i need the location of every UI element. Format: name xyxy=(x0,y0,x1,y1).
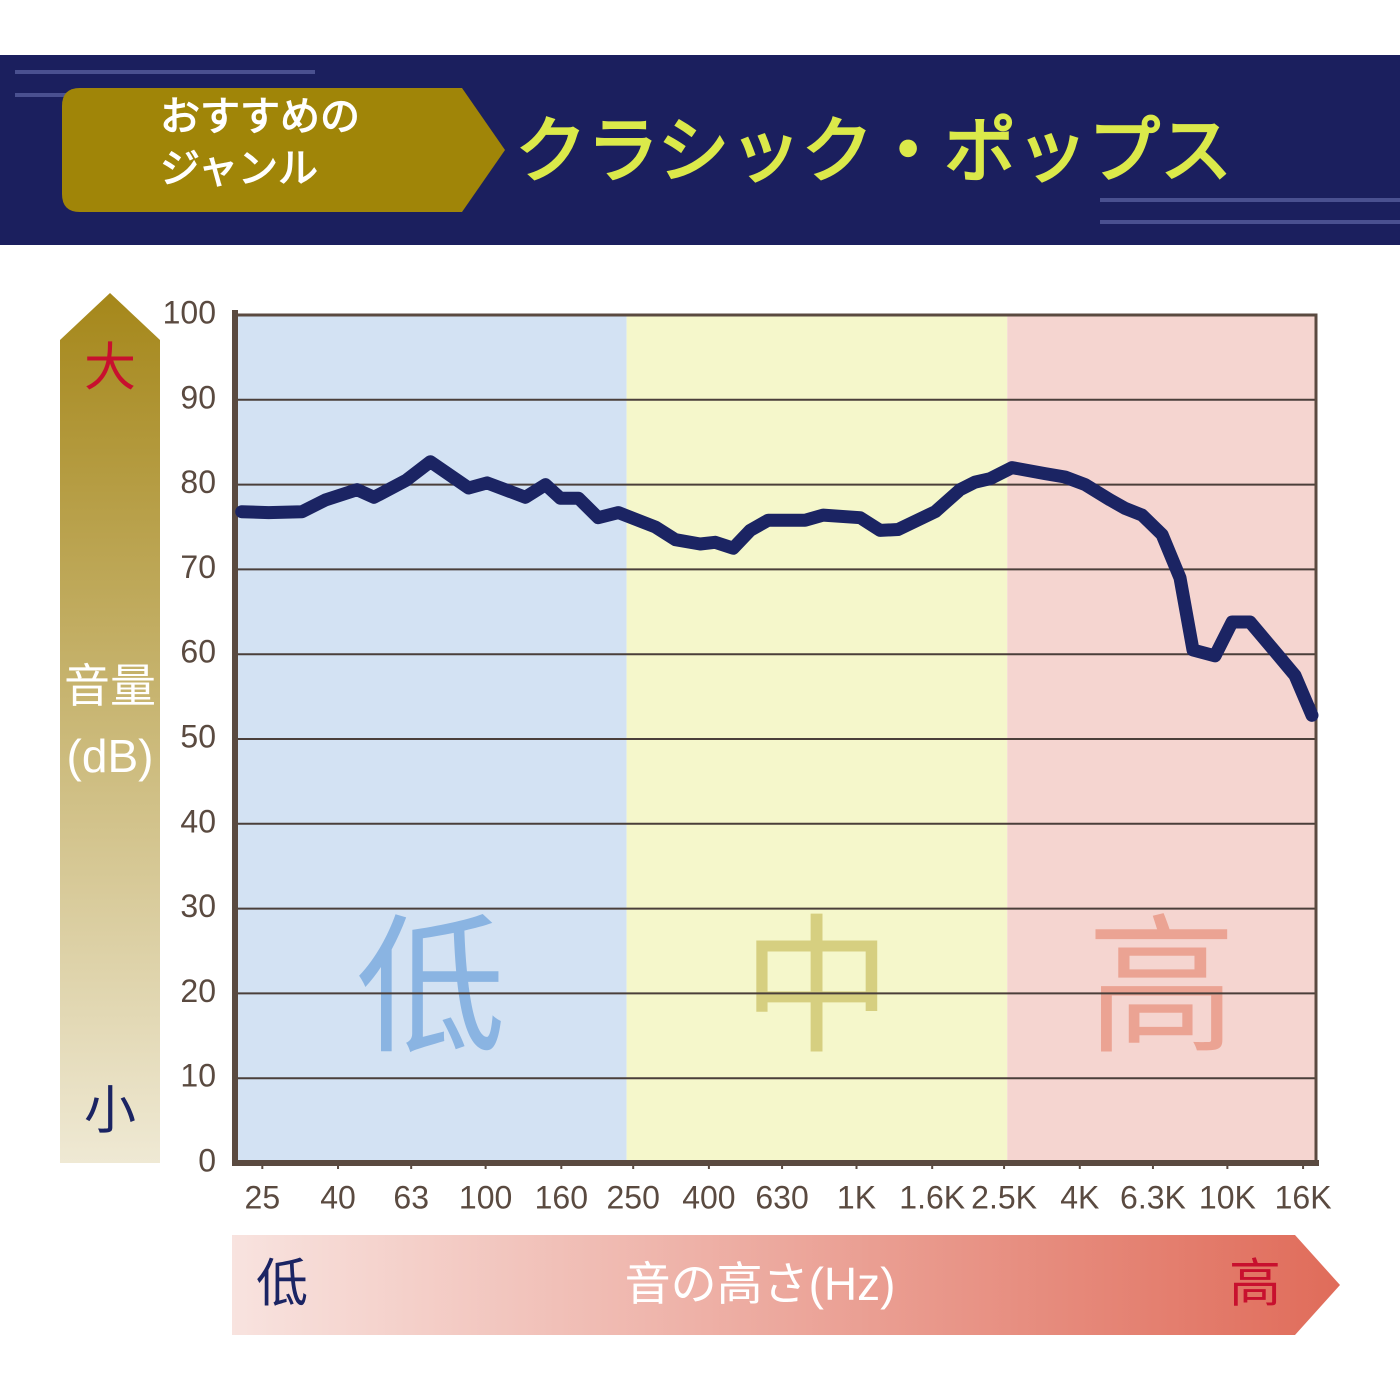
x-tick-label: 25 xyxy=(245,1179,281,1215)
genre-label-box xyxy=(62,88,505,212)
y-tick-label: 90 xyxy=(180,379,216,415)
data-line xyxy=(235,455,1319,722)
y-tick-label: 20 xyxy=(180,973,216,1009)
genre-title: クラシック・ポップス xyxy=(515,112,1232,192)
band-label: 低 xyxy=(356,904,506,1072)
label-line: ジャンル xyxy=(160,147,318,191)
x-arrow xyxy=(232,1235,1340,1335)
x-tick-label: 1K xyxy=(837,1179,876,1215)
x-tick-label: 63 xyxy=(393,1179,429,1215)
band-label: 中 xyxy=(742,904,892,1072)
x-tick-label: 40 xyxy=(320,1179,356,1215)
x-tick-label: 160 xyxy=(535,1179,588,1215)
band-label: 高 xyxy=(1087,904,1237,1072)
y-high: 大 xyxy=(84,340,136,398)
y-tick-label: 0 xyxy=(198,1142,216,1178)
axis xyxy=(232,310,1319,1166)
x-tick-label: 2.5K xyxy=(971,1179,1037,1215)
x-tick-label: 100 xyxy=(459,1179,512,1215)
x-tick-label: 1.6K xyxy=(899,1179,965,1215)
y-tick-label: 60 xyxy=(180,634,216,670)
y-label: (dB) xyxy=(67,730,154,782)
x-high: 高 xyxy=(1229,1256,1281,1314)
x-tick-label: 400 xyxy=(682,1179,735,1215)
y-tick-label: 80 xyxy=(180,464,216,500)
y-label: 音量 xyxy=(64,660,156,712)
label-line: おすすめの xyxy=(160,95,360,139)
y-tick-label: 40 xyxy=(180,803,216,839)
y-tick-label: 30 xyxy=(180,888,216,924)
x-tick-label: 16K xyxy=(1275,1179,1332,1215)
y-tick-label: 10 xyxy=(180,1058,216,1094)
x-tick-label: 4K xyxy=(1060,1179,1099,1215)
plot: 低 中 高 0 10 20 30 40 50 60 70 80 90 100 25 40 63 100 160 250… xyxy=(163,294,1332,1215)
x-tick-label: 630 xyxy=(755,1179,808,1215)
y-tick-label: 70 xyxy=(180,549,216,585)
x-low: 低 xyxy=(256,1256,308,1314)
x-tick-label: 6.3K xyxy=(1120,1179,1186,1215)
y-tick-label: 100 xyxy=(163,294,216,330)
y-tick-label: 50 xyxy=(180,718,216,754)
x-tick-label: 10K xyxy=(1199,1179,1256,1215)
x-tick-label: 250 xyxy=(607,1179,660,1215)
plot-frame xyxy=(235,313,1318,1163)
y-low: 小 xyxy=(84,1083,136,1141)
x-label: 音の高さ(Hz) xyxy=(625,1258,896,1310)
y-arrow xyxy=(60,293,160,1163)
